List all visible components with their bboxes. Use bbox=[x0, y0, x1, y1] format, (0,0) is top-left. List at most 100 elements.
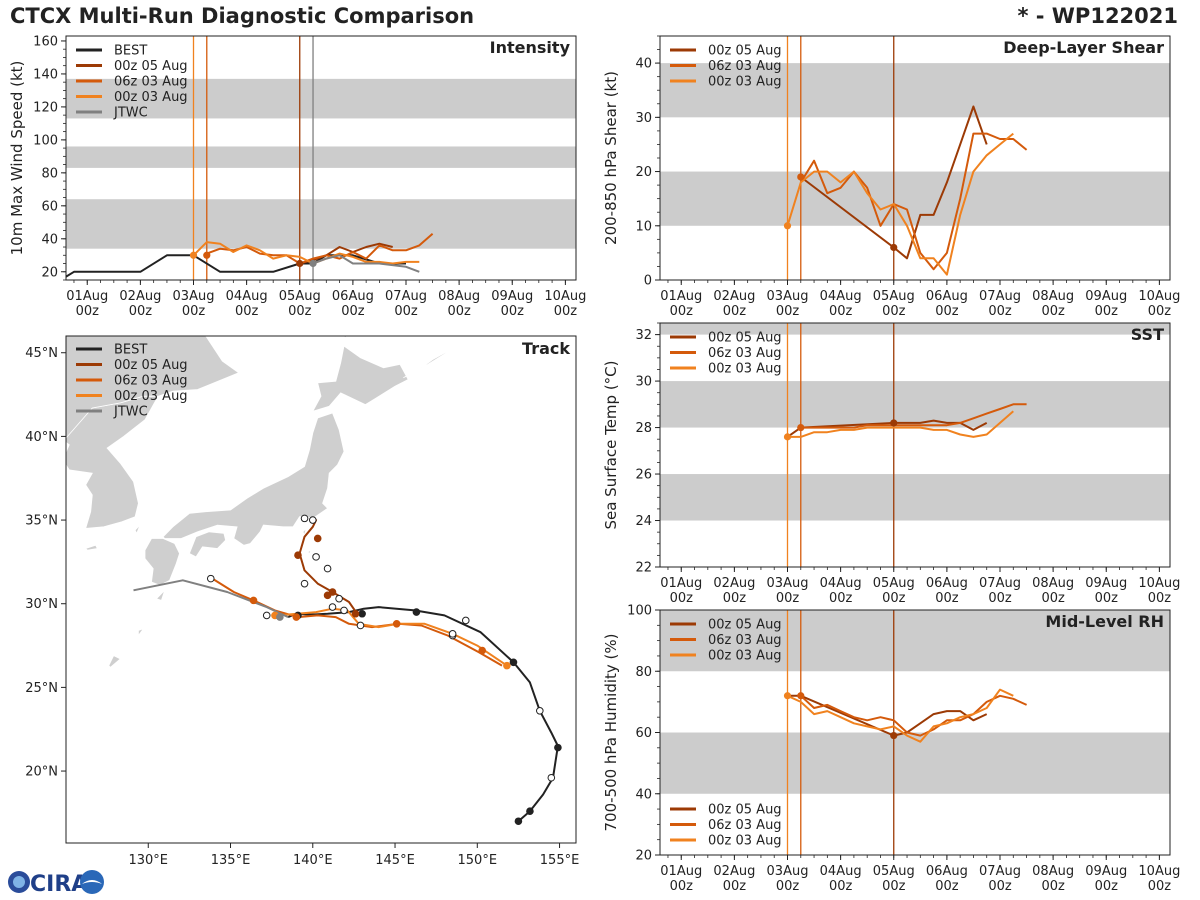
intensity-xtick-label-hour: 00z bbox=[235, 304, 259, 319]
track-point-run00z03 bbox=[356, 621, 365, 630]
landmass-jeju bbox=[84, 544, 98, 551]
sst-band-1 bbox=[660, 381, 1170, 428]
track-title: Track bbox=[522, 339, 570, 358]
landmass-ryukyu1 bbox=[137, 628, 145, 637]
rh-xtick-label-day: 10Aug bbox=[1138, 864, 1180, 879]
sst-xtick-label-day: 06Aug bbox=[926, 576, 968, 591]
intensity-series-run00z05 bbox=[299, 242, 393, 265]
shear-series-run00z03 bbox=[786, 132, 1014, 276]
intensity-ytick-label: 60 bbox=[41, 199, 58, 214]
sst-ytick-label: 26 bbox=[635, 468, 652, 483]
intensity-xtick-label-day: 03Aug bbox=[173, 289, 215, 304]
sst-xtick-label-hour: 00z bbox=[1148, 591, 1172, 606]
sst-ytick-label: 32 bbox=[635, 328, 652, 343]
rh-legend-label: 06z 03 Aug bbox=[708, 633, 782, 648]
rh-init-marker-2 bbox=[890, 731, 898, 740]
track-point-run06z03 bbox=[292, 613, 301, 621]
rh-xtick-label-hour: 00z bbox=[723, 879, 747, 894]
intensity-xtick-label-hour: 00z bbox=[501, 304, 525, 319]
intensity-xtick-label-hour: 00z bbox=[76, 304, 100, 319]
sst-xtick-label-day: 05Aug bbox=[873, 576, 915, 591]
intensity-xtick-label-day: 05Aug bbox=[279, 289, 321, 304]
track-point-run00z05 bbox=[351, 609, 360, 618]
cira-logo-text: CIRA bbox=[30, 872, 88, 897]
rh-lower-legend-label: 00z 05 Aug bbox=[708, 803, 782, 818]
intensity-ytick-label: 40 bbox=[41, 232, 58, 247]
intensity-init-marker-2 bbox=[296, 259, 304, 268]
rh-xtick-label-hour: 00z bbox=[1148, 879, 1172, 894]
rh-xtick-label-hour: 00z bbox=[882, 879, 906, 894]
intensity-xtick-label-day: 02Aug bbox=[119, 289, 161, 304]
track-lat-label: 30°N bbox=[25, 597, 58, 612]
track-legend-label: 00z 05 Aug bbox=[114, 358, 188, 373]
rh-xtick-label-day: 08Aug bbox=[1032, 864, 1074, 879]
shear-xtick-label-day: 02Aug bbox=[713, 289, 755, 304]
landmass-kuril bbox=[403, 344, 460, 379]
track-lat-label: 25°N bbox=[25, 681, 58, 696]
sst-xtick-label-day: 01Aug bbox=[660, 576, 702, 591]
track-point-BEST bbox=[554, 743, 562, 752]
sst-plot-area bbox=[660, 323, 1170, 567]
figure-title: CTCX Multi-Run Diagnostic Comparison bbox=[10, 4, 475, 28]
intensity-ytick-label: 120 bbox=[33, 100, 58, 115]
rh-xtick-label-hour: 00z bbox=[670, 879, 694, 894]
rh-panel: 2040608010001Aug00z02Aug00z03Aug00z04Aug… bbox=[602, 604, 1180, 895]
sst-xtick-label-hour: 00z bbox=[1095, 591, 1119, 606]
sst-ylabel: Sea Surface Temp (°C) bbox=[602, 360, 620, 529]
landmass-tsushima bbox=[134, 524, 141, 535]
track-lon-label: 135°E bbox=[211, 853, 251, 868]
shear-xtick-label-hour: 00z bbox=[723, 304, 747, 319]
rh-title: Mid-Level RH bbox=[1045, 612, 1164, 631]
intensity-legend-label: BEST bbox=[114, 44, 147, 59]
sst-xtick-label-hour: 00z bbox=[829, 591, 853, 606]
shear-xtick-label-day: 04Aug bbox=[820, 289, 862, 304]
sst-xtick-label-hour: 00z bbox=[670, 591, 694, 606]
sst-series-run00z03 bbox=[787, 410, 1014, 438]
sst-frame bbox=[659, 322, 1171, 568]
intensity-xtick-label-hour: 00z bbox=[341, 304, 365, 319]
storm-id: * - WP122021 bbox=[1017, 4, 1178, 28]
shear-xtick-label-day: 10Aug bbox=[1138, 289, 1180, 304]
track-legend-label: BEST bbox=[114, 343, 147, 358]
shear-legend-label: 00z 03 Aug bbox=[708, 75, 782, 90]
rh-xtick-label-hour: 00z bbox=[935, 879, 959, 894]
intensity-xtick-label-hour: 00z bbox=[129, 304, 153, 319]
intensity-title: Intensity bbox=[490, 38, 571, 57]
rh-ylabel: 700-500 hPa Humidity (%) bbox=[602, 633, 620, 831]
rh-ytick-label: 80 bbox=[635, 665, 652, 680]
sst-ytick-label: 30 bbox=[635, 375, 652, 390]
intensity-legend-label: 00z 03 Aug bbox=[114, 90, 188, 105]
shear-series-run06z03 bbox=[799, 132, 1028, 271]
sst-xtick-label-day: 02Aug bbox=[713, 576, 755, 591]
rh-legend-label: 00z 05 Aug bbox=[708, 618, 782, 633]
track-point-BEST bbox=[412, 608, 421, 616]
shear-xtick-label-day: 05Aug bbox=[873, 289, 915, 304]
rh-xtick-label-day: 06Aug bbox=[926, 864, 968, 879]
intensity-band-0 bbox=[66, 199, 576, 249]
track-lat-label: 40°N bbox=[25, 430, 58, 445]
track-point-run00z03 bbox=[340, 606, 348, 615]
intensity-plot-area bbox=[66, 36, 576, 280]
sst-legend-label: 00z 05 Aug bbox=[708, 331, 782, 346]
shear-xtick-label-day: 08Aug bbox=[1032, 289, 1074, 304]
track-point-BEST bbox=[526, 807, 534, 816]
rh-ytick-label: 100 bbox=[627, 604, 652, 619]
shear-ytick-label: 20 bbox=[635, 165, 652, 180]
sst-xtick-label-day: 07Aug bbox=[979, 576, 1021, 591]
shear-xtick-label-hour: 00z bbox=[935, 304, 959, 319]
rh-plot-area bbox=[660, 610, 1170, 855]
shear-xtick-label-hour: 00z bbox=[1041, 304, 1065, 319]
intensity-ytick-label: 160 bbox=[33, 34, 58, 49]
sst-series-run00z05 bbox=[786, 419, 988, 438]
shear-init-marker-0 bbox=[783, 222, 792, 230]
sst-xtick-label-hour: 00z bbox=[882, 591, 906, 606]
intensity-ylabel: 10m Max Wind Speed (kt) bbox=[8, 61, 26, 256]
landmass-ryukyu2 bbox=[108, 655, 122, 668]
rh-xtick-label-hour: 00z bbox=[1095, 879, 1119, 894]
shear-init-marker-1 bbox=[797, 173, 805, 181]
shear-band-1 bbox=[660, 63, 1170, 118]
shear-xtick-label-day: 09Aug bbox=[1085, 289, 1127, 304]
intensity-xtick-label-day: 09Aug bbox=[491, 289, 533, 304]
sst-band-0 bbox=[660, 474, 1170, 521]
